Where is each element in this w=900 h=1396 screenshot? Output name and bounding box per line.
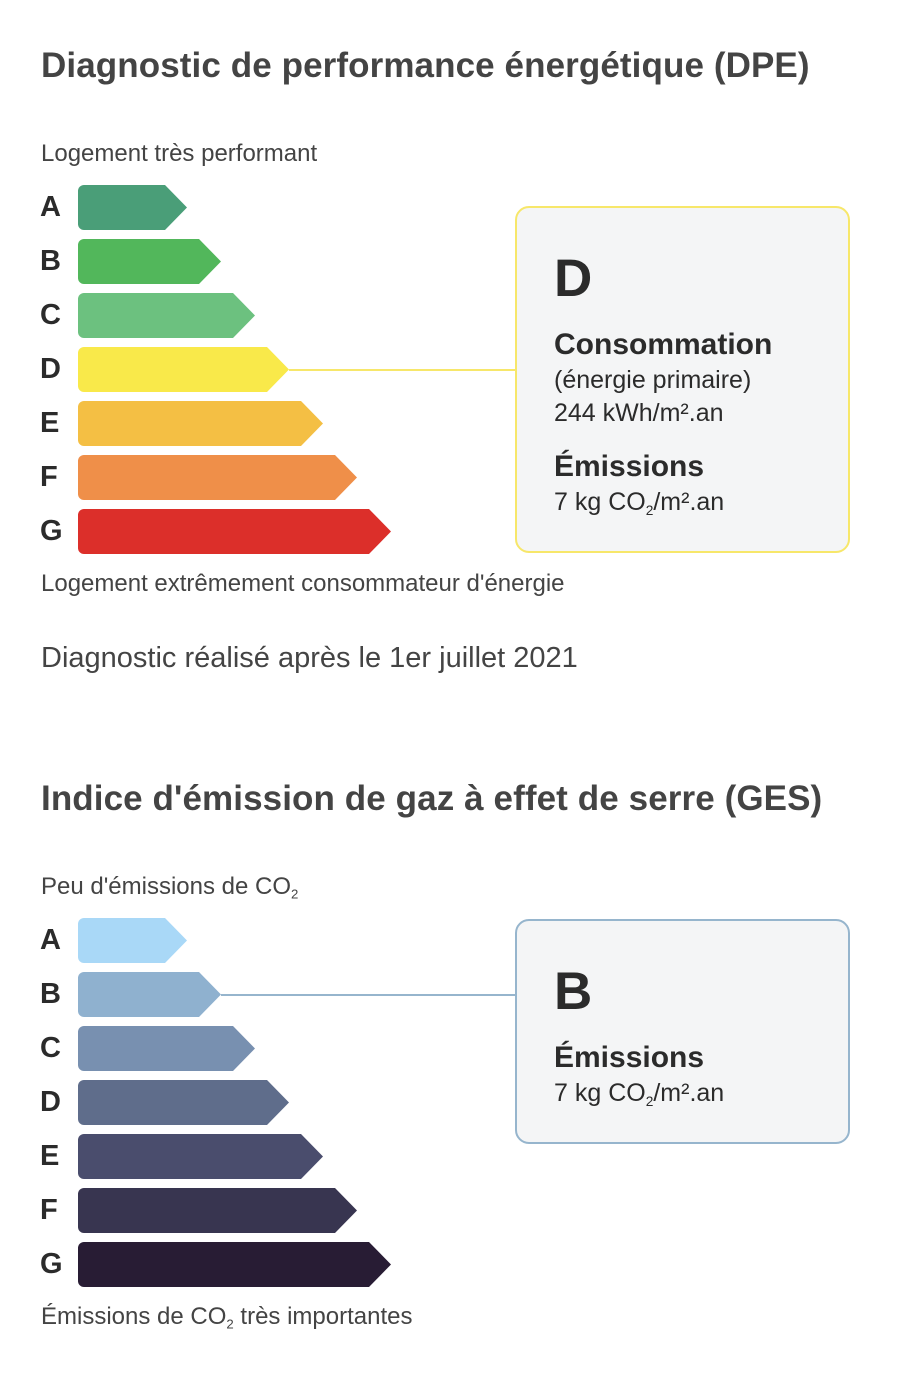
- dpe-result-box: D Consommation (énergie primaire) 244 kW…: [515, 206, 850, 553]
- dpe-emissions-value: 7 kg CO2/m².an: [554, 488, 725, 518]
- dpe-class-letter-f: F: [40, 461, 58, 493]
- ges-class-bar-g: [78, 1242, 391, 1287]
- ges-top-caption: Peu d'émissions de CO2: [41, 873, 299, 902]
- dpe-class-bar-d: [78, 347, 289, 392]
- dpe-connector-line: [289, 369, 515, 371]
- dpe-class-bar-e: [78, 401, 323, 446]
- ges-class-bar-f: [78, 1188, 357, 1233]
- consumption-subtitle: (énergie primaire): [554, 366, 752, 394]
- ges-emissions-label: Émissions: [554, 1041, 705, 1074]
- dpe-class-bar-b: [78, 239, 221, 284]
- ges-grade: B: [554, 962, 593, 1021]
- dpe-class-letter-c: C: [40, 299, 61, 331]
- ges-class-letter-a: A: [40, 924, 61, 956]
- dpe-class-letter-g: G: [40, 515, 63, 547]
- dpe-class-bar-c: [78, 293, 255, 338]
- ges-title: Indice d'émission de gaz à effet de serr…: [41, 779, 823, 818]
- ges-class-letter-d: D: [40, 1086, 61, 1118]
- dpe-grade: D: [554, 249, 593, 308]
- ges-class-letter-g: G: [40, 1248, 63, 1280]
- ges-connector-line: [221, 994, 515, 996]
- dpe-title: Diagnostic de performance énergétique (D…: [41, 46, 810, 85]
- dpe-class-bar-f: [78, 455, 357, 500]
- dpe-class-letter-b: B: [40, 245, 61, 277]
- ges-class-bar-c: [78, 1026, 255, 1071]
- ges-class-letter-b: B: [40, 978, 61, 1010]
- dpe-class-bar-g: [78, 509, 391, 554]
- dpe-class-letter-a: A: [40, 191, 61, 223]
- dpe-bottom-caption: Logement extrêmement consommateur d'éner…: [41, 570, 565, 597]
- ges-class-bar-a: [78, 918, 187, 963]
- ges-class-letter-c: C: [40, 1032, 61, 1064]
- dpe-class-letter-e: E: [40, 407, 60, 439]
- ges-class-letter-f: F: [40, 1194, 58, 1226]
- ges-class-bar-d: [78, 1080, 289, 1125]
- ges-class-bar-b: [78, 972, 221, 1017]
- dpe-date-note: Diagnostic réalisé après le 1er juillet …: [41, 642, 578, 674]
- ges-result-box: B Émissions 7 kg CO2/m².an: [515, 919, 850, 1144]
- dpe-top-caption: Logement très performant: [41, 140, 318, 167]
- ges-emissions-value: 7 kg CO2/m².an: [554, 1079, 725, 1109]
- dpe-class-bar-a: [78, 185, 187, 230]
- ges-class-letter-e: E: [40, 1140, 60, 1172]
- consumption-value: 244 kWh/m².an: [554, 399, 724, 427]
- dpe-emissions-label: Émissions: [554, 450, 705, 483]
- ges-bottom-caption: Émissions de CO2 très importantes: [41, 1303, 413, 1332]
- dpe-class-letter-d: D: [40, 353, 61, 385]
- ges-class-bar-e: [78, 1134, 323, 1179]
- consumption-label: Consommation: [554, 328, 773, 361]
